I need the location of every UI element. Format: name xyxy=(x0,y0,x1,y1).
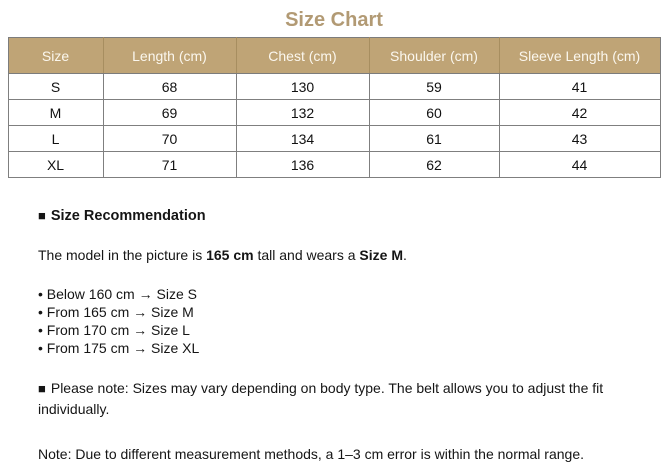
model-sentence: The model in the picture is 165 cm tall … xyxy=(38,247,634,263)
column-header-chest: Chest (cm) xyxy=(235,37,370,74)
model-size-value: Size M xyxy=(359,247,403,263)
cell-chest: 136 xyxy=(235,151,370,178)
cell-shoulder: 61 xyxy=(368,125,500,152)
square-bullet-icon: ■ xyxy=(38,381,46,396)
size-recommendation-heading-label: Size Recommendation xyxy=(50,208,206,224)
cell-shoulder: 60 xyxy=(368,99,500,126)
column-header-size: Size xyxy=(7,37,104,74)
cell-shoulder: 62 xyxy=(368,151,500,178)
size-guide-item-s: • Below 160 cm → Size S xyxy=(38,286,197,302)
size-guide-item-l: • From 170 cm → Size L xyxy=(38,322,190,338)
model-height-value: 165 cm xyxy=(206,247,254,263)
column-header-sleeve-length: Sleeve Length (cm) xyxy=(498,37,661,74)
cell-chest: 132 xyxy=(235,99,370,126)
column-header-shoulder: Shoulder (cm) xyxy=(368,37,500,74)
cell-size: XL xyxy=(7,151,104,178)
cell-sleeve-length: 44 xyxy=(498,151,661,178)
please-note-paragraph: ■ Please note: Sizes may vary depending o… xyxy=(38,378,634,419)
cell-size: S xyxy=(7,73,104,100)
square-bullet-icon: ■ xyxy=(38,208,46,223)
cell-length: 69 xyxy=(102,99,237,126)
cell-chest: 134 xyxy=(235,125,370,152)
size-guide-item-xl: • From 175 cm → Size XL xyxy=(38,340,200,356)
cell-size: M xyxy=(7,99,104,126)
column-header-length: Length (cm) xyxy=(102,37,237,74)
measurement-note: Note: Due to different measurement metho… xyxy=(38,446,585,462)
model-sentence-middle: tall and wears a xyxy=(253,247,360,263)
cell-sleeve-length: 42 xyxy=(498,99,661,126)
cell-chest: 130 xyxy=(235,73,370,100)
cell-length: 68 xyxy=(102,73,237,100)
model-sentence-prefix: The model in the picture is xyxy=(38,247,207,263)
size-guide-list: • Below 160 cm → Size S • From 165 cm → … xyxy=(38,285,634,357)
cell-sleeve-length: 41 xyxy=(498,73,661,100)
table-row: L 70 134 61 43 xyxy=(7,125,661,152)
please-note-text: Please note: Sizes may vary depending on… xyxy=(38,380,604,417)
cell-size: L xyxy=(7,125,104,152)
cell-length: 70 xyxy=(102,125,237,152)
size-recommendation-heading: ■ Size Recommendation xyxy=(38,208,634,224)
table-row: S 68 130 59 41 xyxy=(7,73,661,100)
table-header-row: Size Length (cm) Chest (cm) Shoulder (cm… xyxy=(7,37,661,74)
table-row: M 69 132 60 42 xyxy=(7,99,661,126)
cell-sleeve-length: 43 xyxy=(498,125,661,152)
page-title: Size Chart xyxy=(285,9,383,31)
cell-length: 71 xyxy=(102,151,237,178)
model-sentence-suffix: . xyxy=(403,247,407,263)
size-chart-table: Size Length (cm) Chest (cm) Shoulder (cm… xyxy=(7,37,661,178)
table-row: XL 71 136 62 44 xyxy=(7,151,661,178)
size-guide-item-m: • From 165 cm → Size M xyxy=(38,304,194,320)
cell-shoulder: 59 xyxy=(368,73,500,100)
